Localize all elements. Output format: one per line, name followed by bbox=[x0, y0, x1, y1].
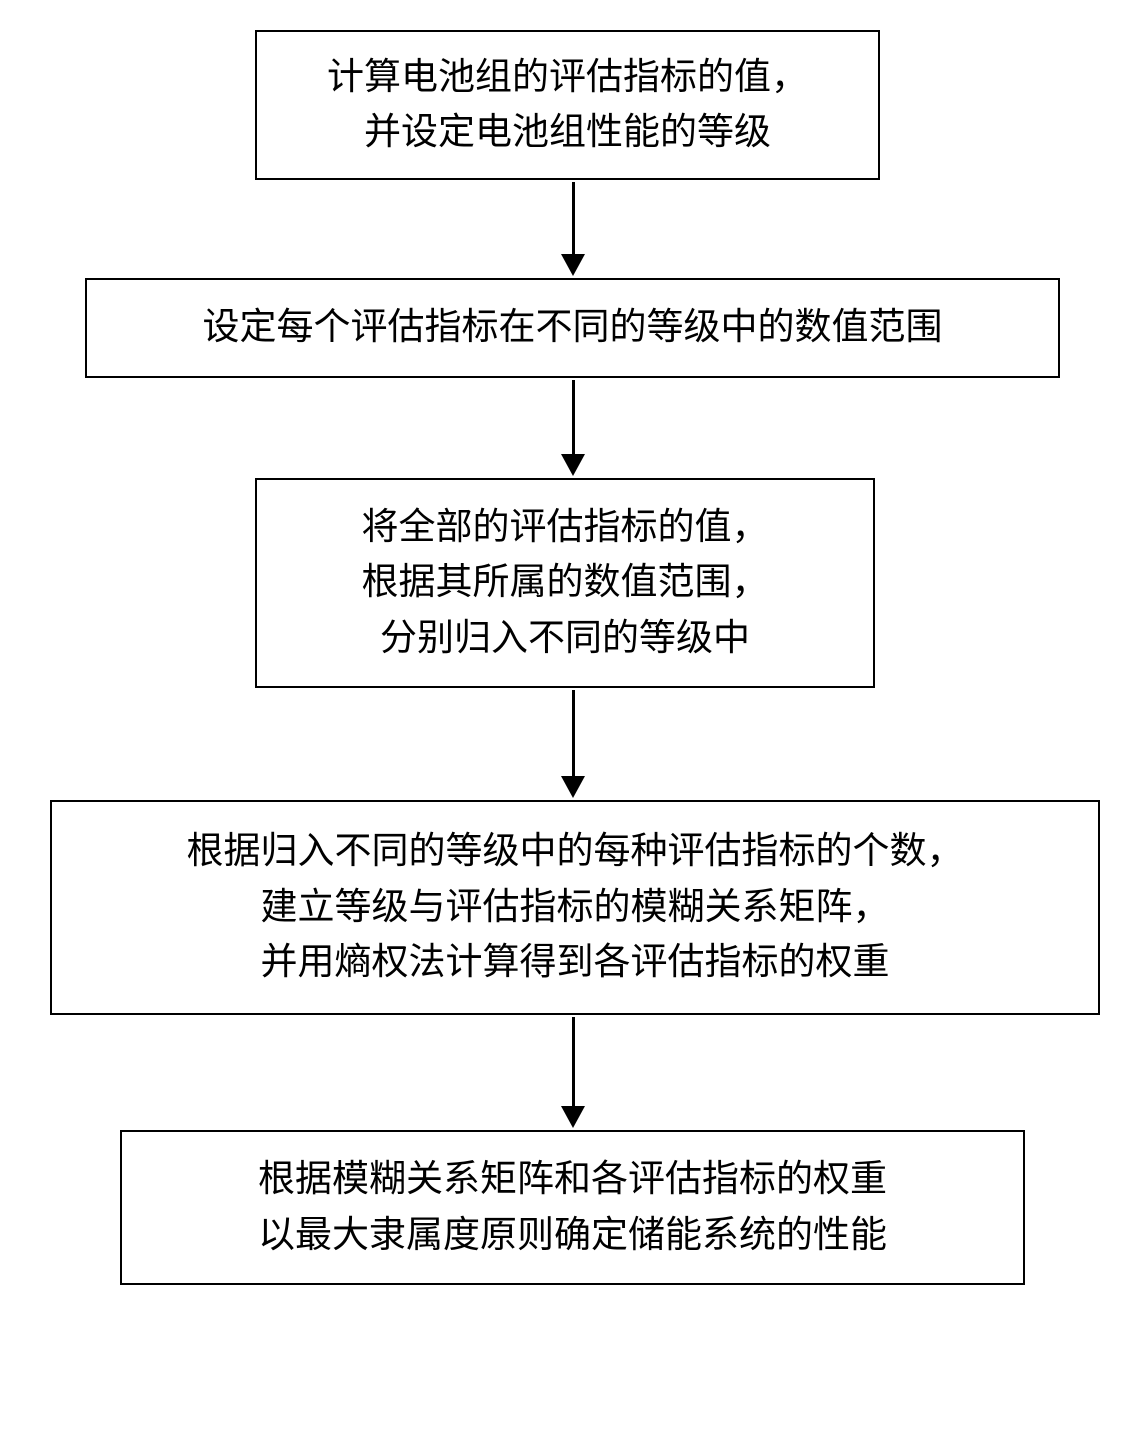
flowchart-node-5: 根据模糊关系矩阵和各评估指标的权重 以最大隶属度原则确定储能系统的性能 bbox=[120, 1130, 1025, 1285]
flowchart-node-3: 将全部的评估指标的值， 根据其所属的数值范围， 分别归入不同的等级中 bbox=[255, 478, 875, 688]
flowchart-canvas: 计算电池组的评估指标的值， 并设定电池组性能的等级 设定每个评估指标在不同的等级… bbox=[0, 0, 1147, 1438]
node-3-line-2: 根据其所属的数值范围， bbox=[362, 555, 769, 611]
node-3-line-1: 将全部的评估指标的值， bbox=[362, 500, 769, 556]
node-4-line-3: 并用熵权法计算得到各评估指标的权重 bbox=[261, 935, 890, 991]
node-2-line-1: 设定每个评估指标在不同的等级中的数值范围 bbox=[203, 300, 943, 356]
node-5-line-1: 根据模糊关系矩阵和各评估指标的权重 bbox=[258, 1152, 887, 1208]
node-5-line-2: 以最大隶属度原则确定储能系统的性能 bbox=[258, 1208, 887, 1264]
node-1-line-1: 计算电池组的评估指标的值， bbox=[327, 50, 808, 106]
node-3-line-3: 分别归入不同的等级中 bbox=[380, 611, 750, 667]
flowchart-node-1: 计算电池组的评估指标的值， 并设定电池组性能的等级 bbox=[255, 30, 880, 180]
node-1-line-2: 并设定电池组性能的等级 bbox=[364, 105, 771, 161]
node-4-line-1: 根据归入不同的等级中的每种评估指标的个数， bbox=[187, 824, 964, 880]
flowchart-node-2: 设定每个评估指标在不同的等级中的数值范围 bbox=[85, 278, 1060, 378]
flowchart-node-4: 根据归入不同的等级中的每种评估指标的个数， 建立等级与评估指标的模糊关系矩阵， … bbox=[50, 800, 1100, 1015]
node-4-line-2: 建立等级与评估指标的模糊关系矩阵， bbox=[261, 880, 890, 936]
